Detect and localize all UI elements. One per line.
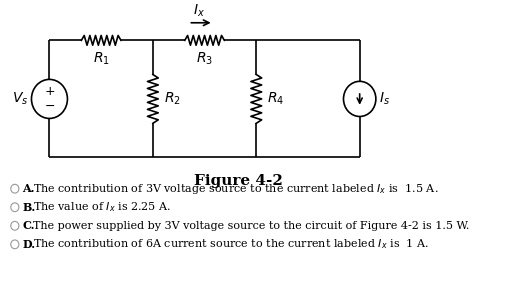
Text: $R_3$: $R_3$ (196, 50, 213, 66)
Text: $V_s$: $V_s$ (12, 91, 28, 107)
Text: The contribution of 3V voltage source to the current labeled $I_x$ is  1.5 A.: The contribution of 3V voltage source to… (33, 182, 439, 196)
Text: $R_2$: $R_2$ (164, 91, 181, 107)
Text: +: + (44, 85, 55, 97)
Text: The contribution of 6A current source to the current labeled $I_x$ is  1 A.: The contribution of 6A current source to… (33, 237, 430, 251)
Text: The value of $I_x$ is 2.25 A.: The value of $I_x$ is 2.25 A. (33, 200, 171, 214)
Text: $R_1$: $R_1$ (93, 50, 109, 66)
Text: $I_x$: $I_x$ (193, 2, 205, 19)
Text: −: − (44, 100, 55, 113)
Text: Figure 4-2: Figure 4-2 (194, 174, 282, 188)
Text: The power supplied by 3V voltage source to the circuit of Figure 4-2 is 1.5 W.: The power supplied by 3V voltage source … (33, 221, 469, 231)
Text: A.: A. (22, 183, 35, 194)
Text: B.: B. (22, 202, 36, 213)
Text: D.: D. (22, 239, 36, 250)
Text: $R_4$: $R_4$ (267, 91, 284, 107)
Text: $I_s$: $I_s$ (380, 91, 390, 107)
Text: C.: C. (22, 220, 35, 231)
